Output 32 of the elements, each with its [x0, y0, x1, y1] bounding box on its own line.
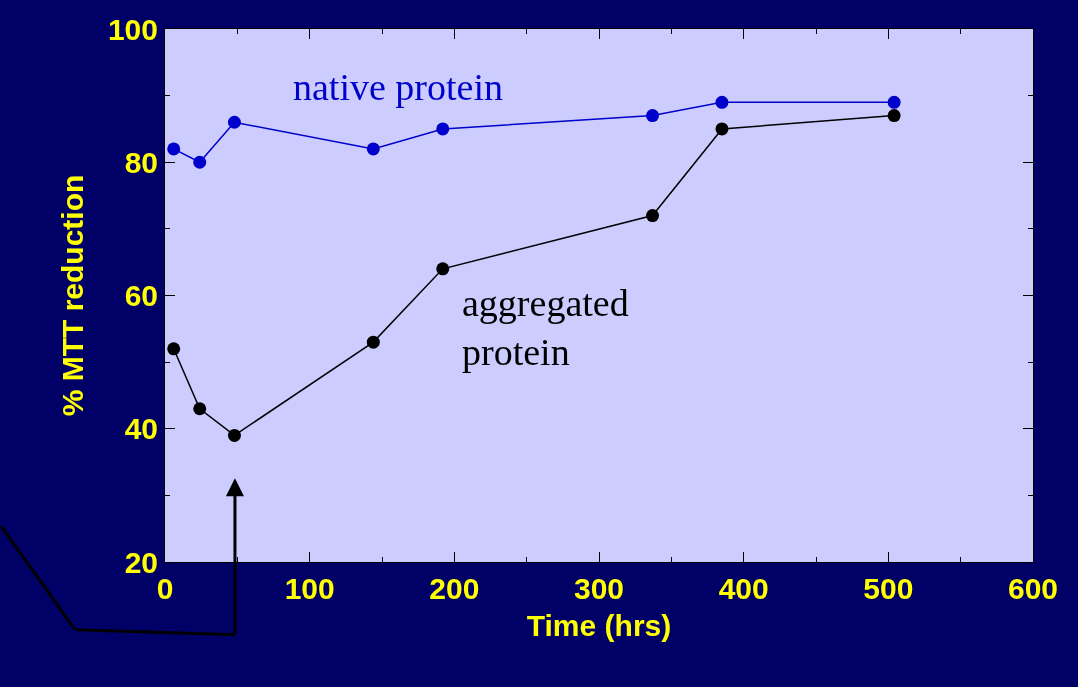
point [193, 402, 207, 416]
x-tick-label: 600 [1007, 572, 1059, 605]
point [887, 95, 901, 109]
x-axis-title: Time (hrs) [526, 608, 672, 642]
point [227, 115, 241, 129]
x-tick-label: 200 [429, 572, 480, 605]
x-tick-label: 300 [573, 572, 625, 605]
y-axis-title: % MTT reduction [55, 174, 89, 417]
annotation: aggregated protein [462, 282, 629, 374]
x-tick-label: 500 [863, 572, 914, 605]
point [646, 109, 660, 123]
x-tick-label: 100 [284, 572, 335, 605]
point [887, 109, 901, 123]
x-tick-label: 0 [156, 572, 174, 605]
point [715, 122, 729, 136]
point [193, 155, 207, 169]
point [436, 122, 450, 136]
y-tick-label: 40 [124, 412, 158, 446]
point [167, 342, 181, 356]
y-tick-label: 100 [107, 12, 158, 46]
y-tick-label: 60 [124, 279, 158, 312]
point [436, 262, 450, 276]
annotation: native protein [293, 66, 503, 108]
point [167, 142, 181, 156]
y-tick-label: 80 [124, 145, 158, 179]
point [227, 428, 241, 442]
y-tick-label: 20 [124, 545, 158, 579]
point [646, 209, 660, 223]
point [366, 335, 380, 349]
point [715, 95, 729, 109]
x-tick-label: 400 [718, 572, 769, 605]
point [366, 142, 380, 156]
